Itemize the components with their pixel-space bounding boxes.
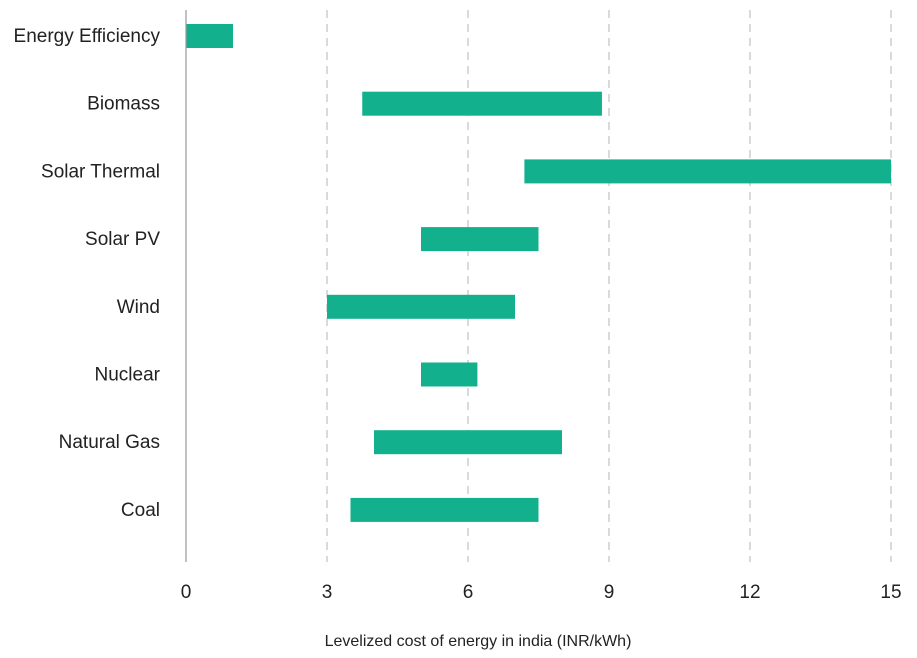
- category-label: Energy Efficiency: [14, 26, 161, 47]
- category-label: Biomass: [87, 94, 160, 115]
- x-tick-label: 3: [322, 582, 333, 603]
- category-label: Wind: [117, 297, 160, 318]
- bar-series: [186, 24, 891, 522]
- x-axis-title: Levelized cost of energy in india (INR/k…: [325, 633, 632, 650]
- x-tick-label: 15: [880, 582, 901, 603]
- bar-nuclear: [421, 362, 478, 387]
- category-label: Solar Thermal: [41, 161, 160, 182]
- category-label: Coal: [121, 500, 160, 521]
- x-tick-label: 9: [604, 582, 615, 603]
- bar-energy-efficiency: [186, 24, 233, 48]
- category-labels: Energy Efficiency Biomass Solar Thermal Sol…: [14, 26, 161, 521]
- x-tick-label: 0: [181, 582, 192, 603]
- x-tick-label: 12: [739, 582, 760, 603]
- x-tick-labels: 0 3 6 9 12 15: [181, 582, 902, 603]
- category-label: Nuclear: [95, 365, 161, 386]
- category-label: Natural Gas: [59, 432, 160, 453]
- bar-solar-thermal: [524, 159, 891, 184]
- bar-coal: [350, 497, 539, 522]
- bar-solar-pv: [421, 227, 539, 252]
- category-label: Solar PV: [85, 229, 160, 250]
- bar-natural-gas: [374, 430, 562, 455]
- x-tick-label: 6: [463, 582, 474, 603]
- bar-wind: [327, 294, 515, 319]
- bar-biomass: [362, 91, 602, 116]
